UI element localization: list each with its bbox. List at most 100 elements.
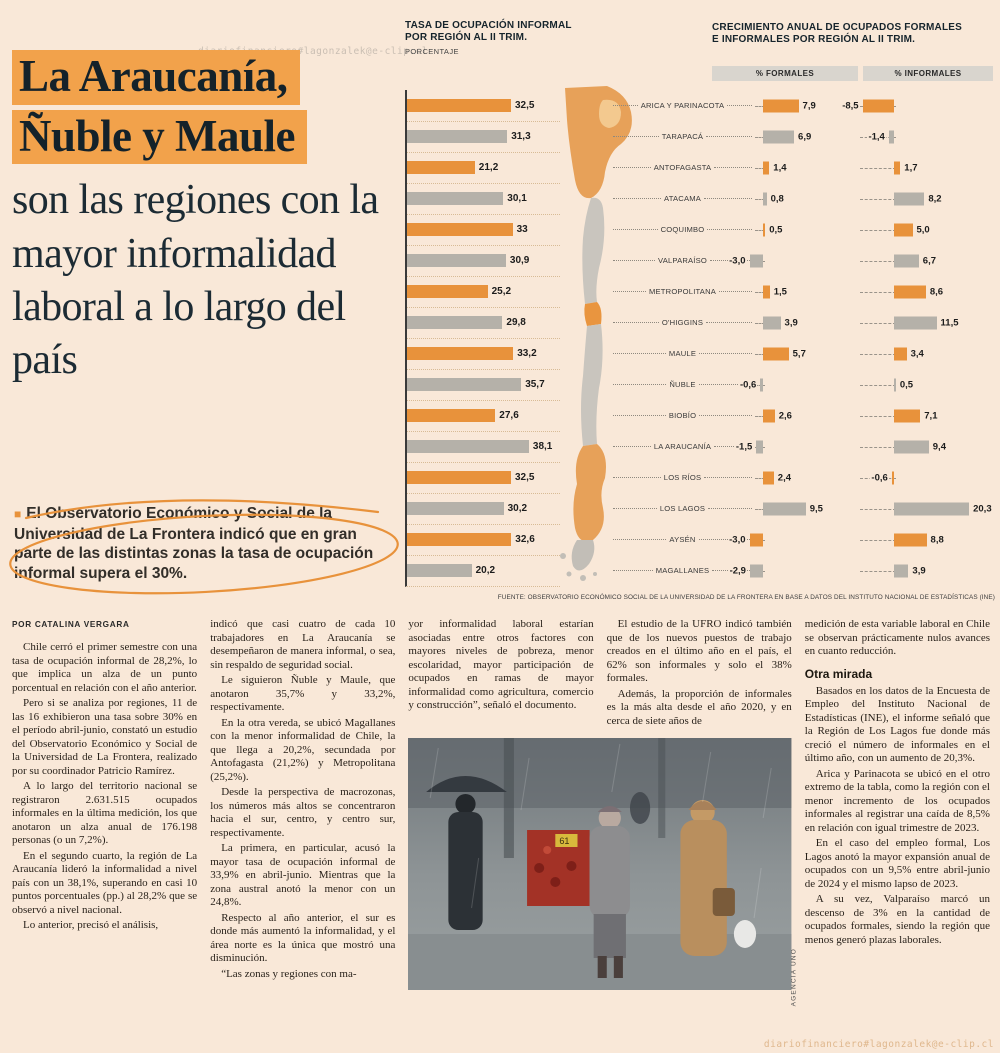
chart-row: 31,3 TARAPACÁ 6,9 -1,4 [405, 120, 995, 153]
left-chart-title-line1: TASA DE OCUPACIÓN INFORMAL [405, 20, 572, 31]
map-spacer [560, 431, 610, 462]
map-spacer [560, 462, 610, 493]
formales-value: 1,4 [772, 162, 788, 173]
informales-value: 8,2 [927, 193, 943, 204]
dash-leader [755, 322, 765, 324]
informales-bar [894, 223, 913, 236]
map-spacer [560, 245, 610, 276]
informal-rate-bar-cell: 29,8 [405, 306, 560, 339]
formales-cell: -3,0 [728, 245, 860, 276]
article-paragraph: indicó que casi cuatro de cada 10 trabaj… [210, 618, 396, 671]
informales-bar [894, 161, 901, 174]
left-chart-unit: PORCENTAJE [405, 47, 459, 56]
formales-bar [763, 99, 799, 112]
dash-leader [755, 477, 765, 479]
article-column-5: medición de esta variable laboral en Chi… [805, 618, 990, 990]
informales-bar [894, 192, 925, 205]
map-spacer [560, 307, 610, 338]
formales-value: -0,6 [738, 379, 758, 390]
region-label: METROPOLITANA [610, 276, 755, 307]
informal-rate-bar-cell: 27,6 [405, 399, 560, 432]
map-spacer [560, 90, 610, 121]
dash-leader [755, 291, 765, 293]
formales-value: -1,5 [734, 441, 754, 452]
region-name: ATACAMA [664, 194, 701, 203]
dash-leader [860, 508, 896, 510]
informales-cell: 8,6 [860, 276, 995, 307]
formales-bar [763, 223, 766, 236]
formales-cell: 2,4 [755, 462, 860, 493]
dash-leader [860, 446, 896, 448]
left-chart-title: TASA DE OCUPACIÓN INFORMAL POR REGIÓN AL… [405, 20, 572, 56]
informal-rate-bar [407, 191, 504, 205]
informales-value: -0,6 [870, 472, 889, 483]
map-spacer [560, 555, 610, 586]
left-chart-title-line2: POR REGIÓN AL II TRIM. [405, 32, 528, 43]
article-paragraph: Basados en los datos de la Encuesta de E… [804, 684, 990, 765]
region-label: ANTOFAGASTA [610, 152, 755, 183]
chart-row: 29,8 O'HIGGINS 3,9 11,5 [405, 306, 995, 339]
informal-rate-bar [407, 98, 511, 112]
formales-value: 9,5 [808, 503, 824, 514]
chart-row: 32,6 AYSÉN -3,0 8,8 [405, 523, 995, 556]
map-spacer [560, 400, 610, 431]
article-paragraph: Le siguieron Ñuble y Maule, que anotaron… [210, 674, 396, 713]
street-photo-image: 61 [408, 738, 792, 990]
informal-rate-value: 38,1 [532, 440, 553, 452]
region-label: VALPARAÍSO [610, 245, 755, 276]
informal-rate-bar-cell: 35,7 [405, 368, 560, 401]
informales-cell: 9,4 [860, 431, 995, 462]
informal-rate-bar [407, 377, 522, 391]
region-label: ATACAMA [610, 183, 755, 214]
formales-bar [760, 378, 763, 391]
chart-row: 27,6 BIOBÍO 2,6 7,1 [405, 399, 995, 432]
byline: POR CATALINA VERGARA [12, 620, 130, 629]
article-paragraph: Arica y Parinacota se ubicó en el otro e… [804, 767, 990, 834]
informales-bar [894, 502, 970, 515]
formales-cell: -2,9 [728, 555, 860, 586]
informales-value: 0,5 [898, 379, 915, 390]
formales-value: 5,7 [791, 348, 807, 359]
region-name: MAGALLANES [655, 566, 710, 575]
informal-rate-value: 29,8 [506, 316, 526, 328]
dash-leader [755, 384, 765, 386]
informal-rate-bar [407, 346, 514, 360]
chart-row: 33,2 MAULE 5,7 3,4 [405, 337, 995, 370]
region-label: O'HIGGINS [610, 307, 755, 338]
map-spacer [560, 493, 610, 524]
article-paragraph: La primera, en particular, acusó la mayo… [210, 842, 396, 908]
informales-value: 5,0 [915, 224, 931, 235]
region-name: LA ARAUCANÍA [653, 442, 712, 451]
map-spacer [560, 524, 610, 555]
region-name: O'HIGGINS [661, 318, 704, 327]
article-body: POR CATALINA VERGARA Chile cerró el prim… [12, 618, 990, 1006]
lead-text: El Observatorio Económico y Social de la… [14, 505, 374, 582]
informales-bar [894, 533, 927, 546]
formales-bar [749, 254, 763, 267]
dash-leader [860, 260, 896, 262]
chart-row: 20,2 MAGALLANES -2,9 3,9 [405, 554, 995, 587]
region-label: BIOBÍO [610, 400, 755, 431]
informales-value: -1,4 [867, 131, 886, 142]
informales-bar [888, 130, 894, 143]
region-label: LOS LAGOS [610, 493, 755, 524]
formales-cell: 5,7 [755, 338, 860, 369]
informales-value: 7,1 [923, 410, 939, 421]
map-spacer [560, 369, 610, 400]
formales-value: 0,8 [769, 193, 785, 204]
dash-leader [860, 353, 896, 355]
region-name: ANTOFAGASTA [653, 163, 712, 172]
dash-leader [755, 353, 765, 355]
informales-bar [894, 564, 909, 577]
formales-bar [763, 316, 781, 329]
dash-leader [860, 322, 896, 324]
street-photo: 61 [408, 738, 798, 1006]
formales-cell: 6,9 [755, 121, 860, 152]
informal-rate-bar-cell: 25,2 [405, 275, 560, 308]
formales-cell: 2,6 [755, 400, 860, 431]
informales-bar [894, 347, 907, 360]
informal-rate-bar-cell: 30,2 [405, 492, 560, 525]
informal-rate-bar [407, 284, 488, 298]
informal-rate-value: 35,7 [525, 378, 545, 390]
informales-value: 6,7 [921, 255, 937, 266]
